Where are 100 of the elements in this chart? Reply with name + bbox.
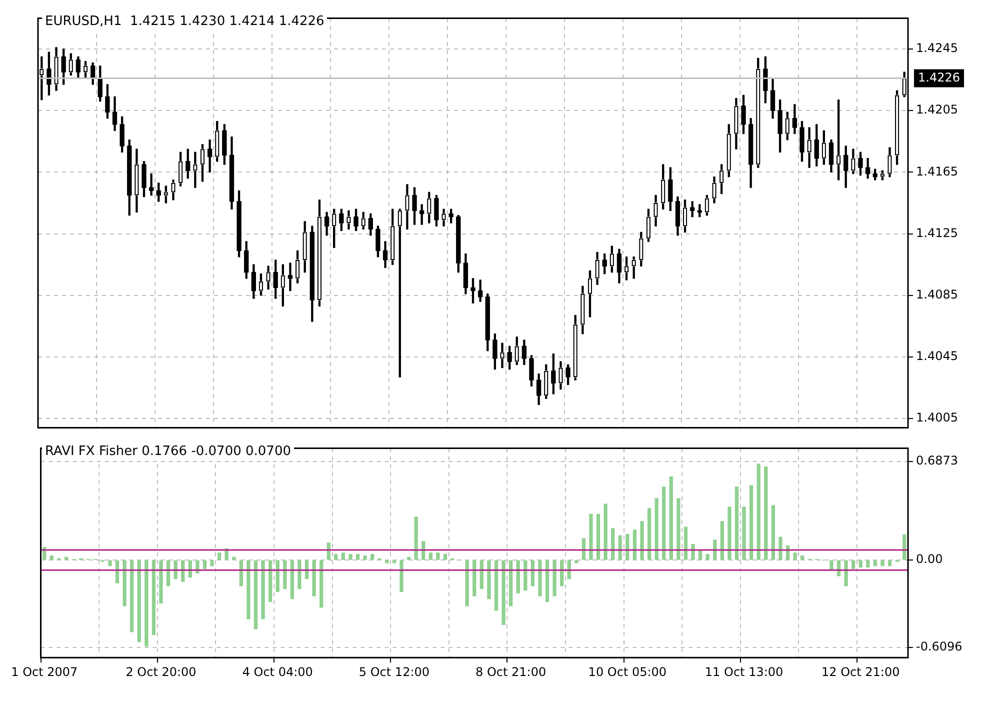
bar: [443, 554, 448, 560]
bar: [611, 528, 615, 560]
bar: [50, 555, 54, 560]
bar: [487, 560, 491, 600]
bar: [320, 560, 324, 608]
chart-title: RAVI FX Fisher 0.1766 -0.0700 0.0700: [42, 443, 294, 460]
bar: [115, 560, 120, 584]
bar: [261, 560, 265, 620]
bar: [494, 560, 498, 611]
candlestick: [690, 201, 695, 218]
bar: [756, 464, 760, 560]
bar: [742, 506, 746, 560]
bar: [356, 554, 360, 560]
bar: [363, 555, 367, 560]
x-tick-label: 4 Oct 04:00: [242, 664, 313, 679]
y-tick-label: -0.6096: [916, 640, 962, 654]
bar: [385, 560, 389, 564]
y-tick-label: 1.4245: [916, 41, 958, 56]
bar: [713, 540, 717, 560]
bar: [276, 560, 280, 592]
bar: [428, 552, 432, 560]
x-tick-label: 2 Oct 20:00: [126, 664, 196, 679]
x-tick-label: 10 Oct 05:00: [588, 664, 667, 679]
candlestick: [192, 152, 198, 188]
bar: [830, 560, 834, 570]
bar: [778, 536, 782, 560]
bar: [524, 560, 528, 591]
bar: [574, 560, 578, 564]
bar: [436, 552, 440, 560]
bar: [472, 560, 476, 596]
y-tick-label: 1.4165: [916, 164, 958, 178]
bar: [502, 560, 506, 625]
bar: [516, 560, 520, 594]
bar: [632, 530, 637, 560]
bar: [508, 560, 513, 606]
bar: [217, 552, 222, 560]
bar: [414, 516, 418, 560]
bar: [392, 560, 396, 564]
bar: [749, 485, 754, 560]
bar: [370, 554, 374, 560]
bar: [538, 560, 542, 596]
bar: [166, 560, 170, 586]
bar: [152, 560, 156, 635]
y-tick-label: 1.4125: [916, 226, 958, 240]
y-tick-label: 1.4045: [916, 349, 958, 364]
y-tick-label: 0.00: [916, 552, 943, 566]
bar: [734, 486, 739, 560]
bar: [552, 560, 556, 596]
bar: [480, 560, 484, 590]
bar: [764, 466, 768, 560]
x-tick-label: 8 Oct 21:00: [476, 664, 546, 679]
bar: [334, 554, 338, 560]
bar: [654, 498, 658, 560]
bar: [239, 560, 243, 586]
y-tick-label: 1.4085: [916, 288, 958, 302]
chart-title: EURUSD,H1 1.4215 1.4230 1.4214 1.4226: [42, 13, 328, 30]
bar: [676, 498, 680, 560]
bar: [268, 560, 272, 602]
bar: [618, 535, 622, 560]
bar: [560, 560, 564, 586]
bar: [465, 560, 469, 606]
bar: [728, 506, 732, 560]
bar: [210, 560, 214, 566]
bar: [341, 552, 346, 560]
bar: [793, 552, 797, 560]
bar: [545, 560, 550, 602]
bar: [582, 538, 586, 560]
bar: [137, 560, 141, 642]
ref-line-label: 1.4226: [918, 70, 960, 84]
bar: [691, 544, 695, 560]
bar: [108, 560, 112, 566]
bar: [852, 560, 856, 570]
bar: [858, 560, 862, 568]
y-tick-label: 0.6873: [916, 454, 958, 468]
bar: [246, 560, 250, 620]
bar: [400, 560, 404, 592]
bar: [144, 560, 148, 646]
bar: [589, 514, 593, 560]
bar: [232, 556, 236, 560]
candlestick: [419, 204, 424, 225]
candlestick: [288, 262, 293, 292]
bar: [771, 505, 776, 560]
candlestick: [148, 173, 154, 196]
bar: [604, 504, 608, 560]
x-tick-label: 5 Oct 12:00: [358, 664, 430, 679]
x-tick-label: 11 Oct 13:00: [704, 664, 784, 679]
y-tick-label: 1.4205: [916, 102, 958, 117]
bar: [406, 556, 411, 560]
bar: [530, 560, 535, 586]
bar: [706, 554, 710, 560]
bar: [64, 556, 68, 560]
bar: [254, 560, 258, 630]
bar: [596, 514, 600, 560]
bar: [720, 521, 724, 560]
bar: [312, 560, 316, 596]
bar: [130, 560, 134, 632]
bar: [662, 486, 666, 560]
bar: [684, 526, 688, 560]
bar: [202, 560, 207, 570]
bar: [283, 560, 287, 590]
